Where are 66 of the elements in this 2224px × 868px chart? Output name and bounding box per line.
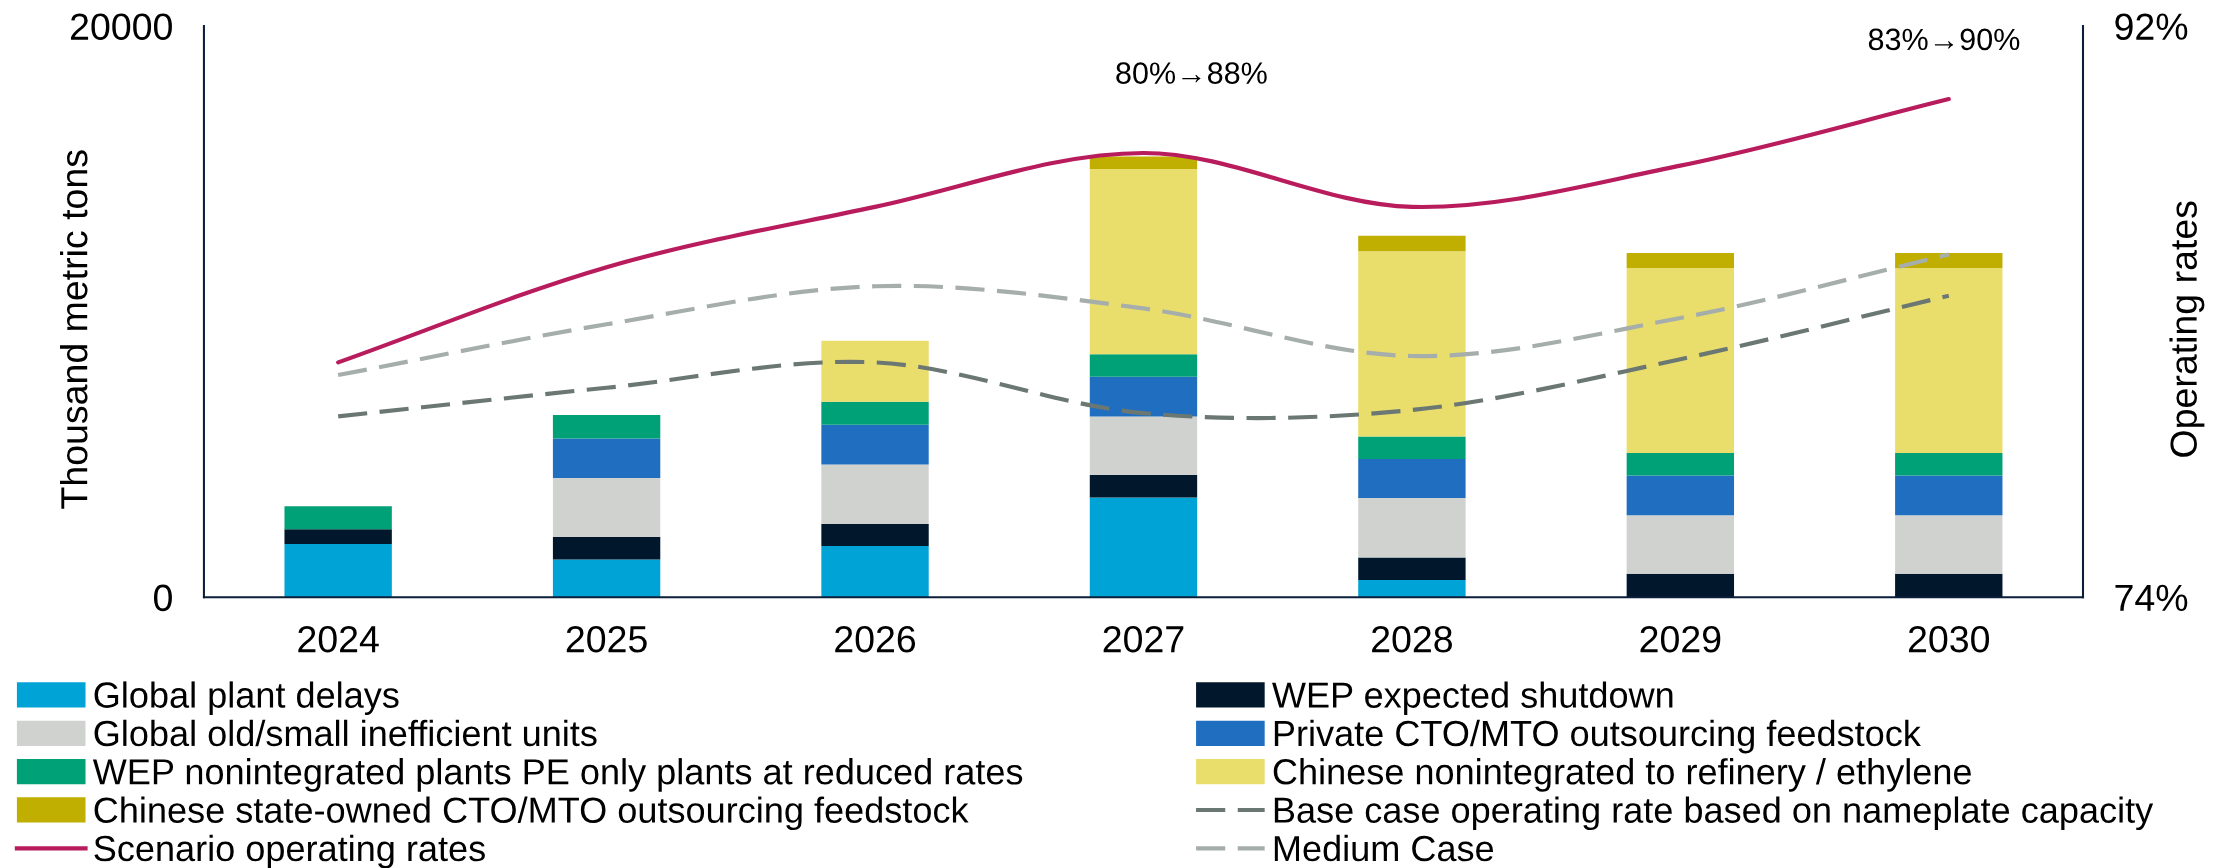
bar <box>552 414 661 439</box>
legend-label: Base case operating rate based on nameplate capacity <box>1274 796 2154 831</box>
annotation: 83%→90% <box>1868 28 2020 51</box>
bar <box>552 478 661 537</box>
bar <box>1089 376 1198 417</box>
bar <box>1895 573 2003 598</box>
bar <box>284 529 392 545</box>
bar <box>1895 452 2003 476</box>
bar <box>1895 515 2003 574</box>
y-tick-label: 0 <box>154 584 172 612</box>
y-axis-title: Thousand metric tons <box>60 150 88 509</box>
bar <box>821 524 929 547</box>
legend-label: WEP nonintegrated plants PE only plants at reduced rates <box>92 758 1023 792</box>
legend-label: Global old/small inefficient units <box>94 719 597 747</box>
bar <box>821 546 929 598</box>
y2-tick-label: 74% <box>2115 584 2188 611</box>
x-tick-label: 2030 <box>1908 625 1990 653</box>
bar <box>1089 169 1198 355</box>
x-tick-label: 2027 <box>1103 625 1184 653</box>
legend-label: Scenario operating rates <box>94 834 485 868</box>
legend-label: Chinese state-owned CTO/MTO outsourcing feedstock <box>94 796 969 831</box>
bar <box>1089 474 1198 498</box>
bar <box>284 506 392 530</box>
bar <box>1626 452 1735 476</box>
bar <box>1358 251 1466 437</box>
x-tick-label: 2024 <box>298 625 379 653</box>
legend-label: WEP expected shutdown <box>1272 681 1673 716</box>
x-tick-label: 2029 <box>1640 625 1721 653</box>
bar <box>1626 573 1735 598</box>
bar <box>821 340 929 402</box>
bar <box>552 438 661 479</box>
bar <box>821 424 929 465</box>
bar <box>1358 557 1466 581</box>
bar <box>821 401 929 425</box>
bar <box>1626 515 1735 574</box>
bar <box>1895 267 2003 453</box>
bar <box>1358 436 1466 459</box>
bar <box>1089 416 1198 475</box>
x-tick-label: 2025 <box>566 625 647 653</box>
y2-tick-label: 92% <box>2115 13 2188 40</box>
bar <box>1626 253 1735 268</box>
legend-label: Medium Case <box>1274 834 1494 862</box>
annotation: 80%→88% <box>1116 62 1267 84</box>
y2-axis-title: Operating rates <box>2169 201 2205 457</box>
bar <box>1089 156 1198 170</box>
legend-label: Chinese nonintegrated to refinery / ethylene <box>1273 758 1971 792</box>
bar <box>1895 475 2003 516</box>
bar <box>1626 267 1735 453</box>
y-tick-label: 20000 <box>71 13 172 40</box>
x-tick-label: 2026 <box>835 625 916 653</box>
bar <box>1358 580 1466 598</box>
bar <box>1089 354 1198 377</box>
line-series <box>336 96 1951 365</box>
bar <box>821 464 929 525</box>
bar <box>1626 475 1735 516</box>
legend-label: Private CTO/MTO outsourcing feedstock <box>1274 719 1921 754</box>
bar <box>1358 498 1466 558</box>
bar <box>1089 497 1198 598</box>
bar <box>552 536 661 560</box>
bar <box>1358 458 1466 499</box>
x-tick-label: 2028 <box>1372 625 1452 653</box>
bar <box>284 544 392 598</box>
legend-label: Global plant delays <box>94 681 399 716</box>
bar <box>1358 235 1466 252</box>
bar <box>552 559 661 598</box>
line-series <box>336 252 1951 378</box>
